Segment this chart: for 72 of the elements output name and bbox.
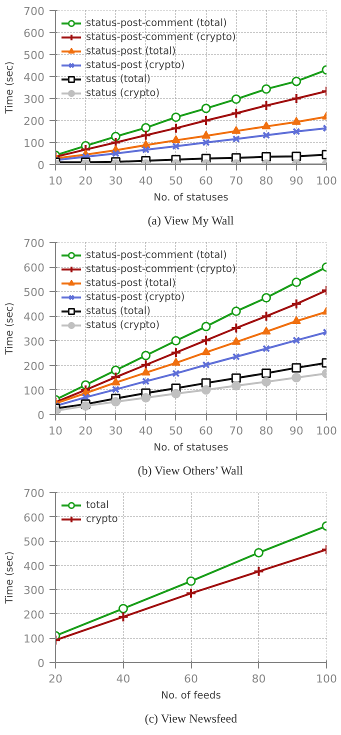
legend-label: status-post (crypto)	[86, 59, 185, 71]
y-tick-label: 100	[24, 632, 45, 646]
y-tick-label: 100	[24, 384, 45, 398]
y-tick-label: 300	[24, 335, 45, 348]
y-tick-label: 200	[24, 608, 45, 622]
x-tick-label: 10	[48, 174, 62, 188]
y-tick-label: 500	[24, 286, 45, 300]
x-tick-label: 20	[78, 424, 93, 438]
x-tick-label: 80	[259, 174, 274, 188]
x-tick-label: 20	[78, 174, 93, 188]
y-tick-label: 700	[24, 237, 45, 250]
y-tick-label: 0	[38, 657, 44, 670]
y-tick-label: 0	[38, 159, 44, 172]
y-tick-label: 300	[24, 584, 45, 598]
x-tick-label: 90	[289, 424, 304, 438]
legend-label: status-post (crypto)	[86, 291, 185, 303]
y-tick-label: 600	[24, 262, 45, 275]
x-tick-label: 10	[48, 424, 62, 438]
y-tick-label: 600	[24, 511, 45, 524]
x-tick-label: 60	[184, 672, 198, 686]
x-axis-title: No. of statuses	[154, 442, 228, 454]
x-tick-label: 100	[316, 174, 337, 188]
x-tick-label: 90	[289, 174, 304, 188]
legend-label: status-post-comment (crypto)	[86, 31, 236, 43]
legend-label: status (crypto)	[86, 319, 160, 331]
legend-label: status (total)	[86, 73, 151, 85]
x-tick-label: 80	[259, 424, 274, 438]
text: (a) View My Wall	[148, 214, 235, 228]
legend-label: status-post-comment (total)	[86, 17, 227, 29]
legend-label: status-post-comment (total)	[86, 249, 227, 261]
y-tick-label: 0	[38, 409, 44, 422]
x-tick-label: 50	[168, 424, 183, 438]
x-axis-title: No. of statuses	[154, 192, 228, 204]
legend-label: status-post-comment (crypto)	[86, 263, 236, 275]
y-axis-title: Time (sec)	[4, 551, 16, 605]
y-tick-label: 700	[24, 487, 45, 500]
x-tick-label: 60	[199, 424, 214, 438]
y-tick-label: 400	[24, 310, 45, 324]
x-tick-label: 40	[116, 672, 130, 686]
y-tick-label: 500	[24, 536, 45, 549]
x-tick-label: 60	[199, 174, 214, 188]
y-tick-label: 200	[24, 360, 45, 373]
x-axis-title: No. of feeds	[161, 690, 221, 702]
legend-label: crypto	[86, 513, 118, 525]
x-tick-label: 40	[138, 424, 153, 438]
y-tick-label: 100	[24, 137, 45, 150]
y-tick-label: 300	[24, 93, 45, 106]
legend-label: total	[86, 499, 109, 511]
x-tick-label: 50	[168, 174, 183, 188]
y-tick-label: 400	[24, 71, 45, 84]
legend-label: status (total)	[86, 305, 151, 317]
y-tick-label: 600	[24, 27, 45, 40]
x-tick-label: 30	[108, 174, 123, 188]
y-tick-label: 700	[24, 5, 45, 18]
x-tick-label: 100	[316, 672, 337, 686]
y-axis-title: Time (sec)	[4, 302, 16, 356]
text: (c) View Newsfeed	[144, 712, 238, 726]
y-tick-label: 200	[24, 115, 45, 128]
x-tick-label: 20	[48, 672, 62, 686]
y-axis-title: Time (sec)	[4, 61, 16, 115]
x-tick-label: 100	[316, 424, 337, 438]
text: (b) View Others’ Wall	[138, 464, 244, 478]
legend-label: status-post (total)	[86, 45, 176, 57]
y-tick-label: 500	[24, 49, 45, 62]
x-tick-label: 70	[229, 424, 244, 438]
x-tick-label: 80	[252, 672, 266, 686]
x-tick-label: 40	[138, 174, 153, 188]
legend-label: status (crypto)	[86, 87, 160, 99]
x-tick-label: 70	[229, 174, 244, 188]
x-tick-label: 30	[108, 424, 123, 438]
legend-label: status-post (total)	[86, 277, 176, 289]
y-tick-label: 400	[24, 560, 45, 573]
